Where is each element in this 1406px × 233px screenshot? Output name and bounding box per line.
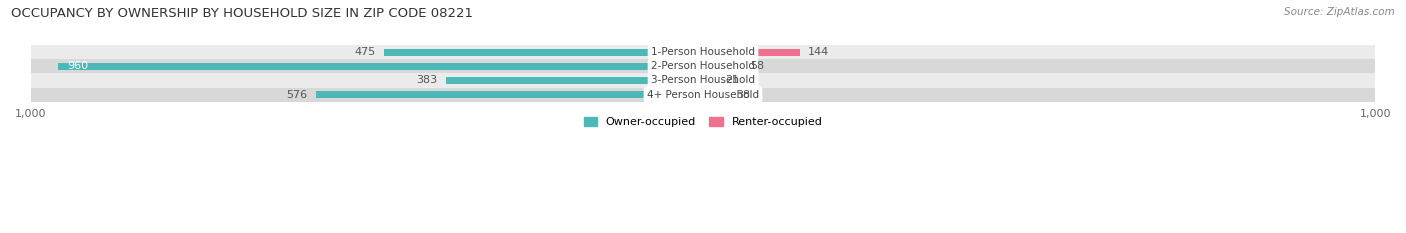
Bar: [31, 59, 1375, 73]
Text: 576: 576: [287, 89, 308, 99]
Text: Source: ZipAtlas.com: Source: ZipAtlas.com: [1284, 7, 1395, 17]
Legend: Owner-occupied, Renter-occupied: Owner-occupied, Renter-occupied: [583, 116, 823, 127]
Text: 2-Person Household: 2-Person Household: [651, 62, 755, 71]
Text: OCCUPANCY BY OWNERSHIP BY HOUSEHOLD SIZE IN ZIP CODE 08221: OCCUPANCY BY OWNERSHIP BY HOUSEHOLD SIZE…: [11, 7, 474, 20]
Bar: [58, 63, 703, 70]
Bar: [703, 63, 742, 70]
Bar: [31, 73, 1375, 88]
Text: 1-Person Household: 1-Person Household: [651, 47, 755, 57]
Bar: [703, 77, 717, 84]
Bar: [703, 91, 728, 98]
Text: 38: 38: [737, 89, 751, 99]
Text: 475: 475: [354, 47, 375, 57]
Text: 383: 383: [416, 75, 437, 86]
Bar: [703, 49, 800, 56]
Text: 4+ Person Household: 4+ Person Household: [647, 89, 759, 99]
Bar: [446, 77, 703, 84]
Text: 21: 21: [725, 75, 740, 86]
Bar: [31, 45, 1375, 59]
Bar: [384, 49, 703, 56]
Text: 960: 960: [67, 62, 89, 71]
Text: 58: 58: [749, 62, 765, 71]
Text: 144: 144: [808, 47, 830, 57]
Bar: [316, 91, 703, 98]
Text: 3-Person Household: 3-Person Household: [651, 75, 755, 86]
Bar: [31, 88, 1375, 102]
